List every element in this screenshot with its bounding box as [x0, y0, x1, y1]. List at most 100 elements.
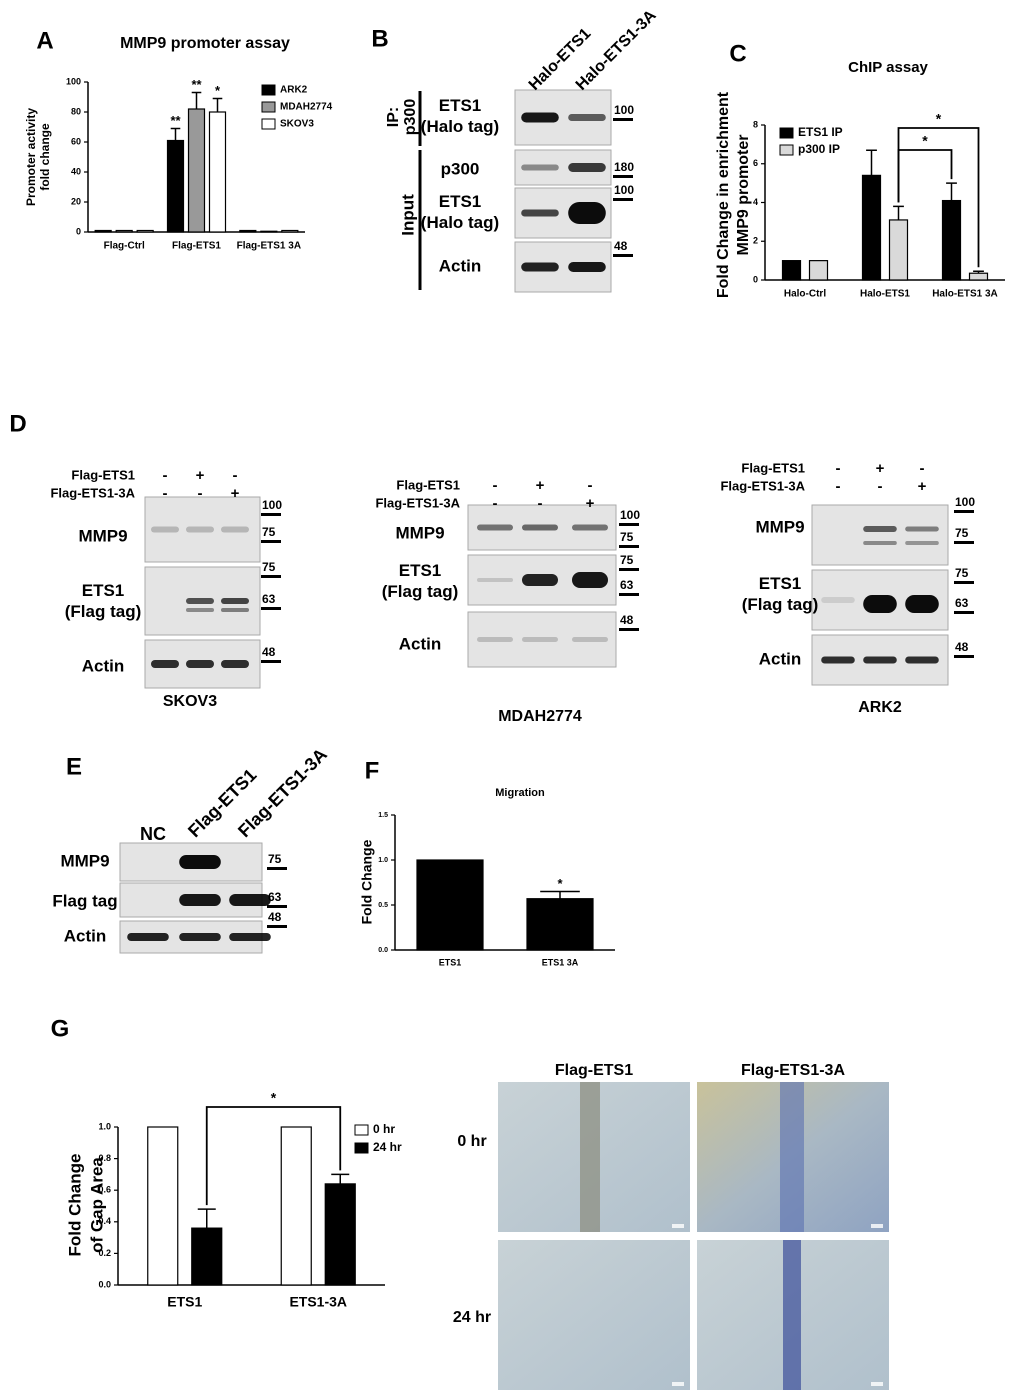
blot-band: [905, 595, 939, 613]
blot-band: [477, 524, 513, 531]
bar: [968, 272, 989, 281]
marker-label: 75: [262, 560, 276, 574]
error-bar: [331, 1173, 350, 1184]
group-label: IP:: [385, 107, 402, 127]
treatment-sign: -: [538, 495, 543, 512]
blot-band: [568, 262, 606, 272]
marker-bar: [619, 545, 639, 548]
blot-band: [477, 578, 513, 582]
marker-label: 48: [614, 239, 628, 253]
significance-mark: *: [271, 1090, 277, 1106]
bar: [526, 898, 594, 951]
scratch-gap: [580, 1082, 600, 1232]
row-label: Flag tag: [52, 891, 117, 910]
marker-bar: [261, 607, 281, 610]
significance-mark: *: [557, 876, 563, 891]
marker-label: 48: [955, 640, 969, 654]
blot-band: [229, 933, 271, 941]
blot-band: [186, 598, 214, 604]
blot-band: [821, 597, 855, 603]
bar: [115, 229, 133, 233]
scale-bar: [672, 1382, 684, 1386]
blot-band: [151, 660, 179, 668]
marker-bar: [267, 867, 287, 870]
error-bar: [540, 890, 580, 899]
marker-bar: [954, 510, 974, 513]
marker-bar: [954, 611, 974, 614]
y-axis-label: of Gap Area: [87, 1157, 106, 1253]
lane-label: Halo-ETS1-3A: [573, 7, 660, 94]
blot-band: [568, 114, 606, 121]
blot-band: [229, 894, 271, 906]
y-tick-label: 6: [753, 158, 758, 168]
bar: [187, 108, 206, 233]
legend-label: 0 hr: [373, 1122, 395, 1136]
cell-line-label: SKOV3: [163, 693, 217, 710]
x-tick-label: ETS1-3A: [289, 1294, 347, 1310]
treatment-label: Flag-ETS1-3A: [720, 478, 805, 493]
y-tick-label: 0.0: [378, 947, 388, 954]
chart-title: ChIP assay: [848, 59, 928, 76]
marker-label: 180: [614, 160, 634, 174]
marker-label: 63: [620, 578, 634, 592]
marker-bar: [261, 540, 281, 543]
row-label: p300: [441, 159, 480, 178]
image-row-label: 24 hr: [453, 1309, 491, 1326]
y-tick-label: 0.0: [98, 1279, 111, 1289]
treatment-sign: +: [918, 478, 927, 495]
y-tick-label: 100: [66, 76, 81, 86]
bar: [208, 111, 227, 233]
x-tick-label: Flag-ETS1: [172, 241, 221, 252]
x-tick-label: ETS1 3A: [542, 957, 579, 967]
significance-mark: **: [170, 113, 181, 128]
row-label: ETS1: [439, 192, 482, 211]
marker-bar: [619, 593, 639, 596]
marker-bar: [954, 581, 974, 584]
bar: [166, 139, 185, 233]
row-label: (Flag tag): [742, 595, 819, 614]
legend-label: p300 IP: [798, 142, 840, 156]
row-label: MMP9: [60, 851, 109, 870]
bar: [941, 199, 962, 281]
treatment-sign: -: [878, 478, 883, 495]
y-tick-label: 60: [71, 136, 81, 146]
error-bar: [212, 97, 223, 112]
image-column-label: Flag-ETS1: [555, 1062, 633, 1079]
row-label: ETS1: [439, 96, 482, 115]
treatment-sign: -: [588, 477, 593, 494]
marker-label: 75: [955, 526, 969, 540]
bar: [861, 174, 882, 281]
row-label: MMP9: [78, 526, 127, 545]
legend-swatch: [354, 1124, 369, 1136]
panel-label: G: [51, 1015, 70, 1042]
y-tick-label: 40: [71, 166, 81, 176]
blot-band: [521, 112, 559, 123]
marker-bar: [954, 541, 974, 544]
treatment-sign: +: [586, 495, 595, 512]
legend-label: MDAH2774: [280, 102, 333, 113]
blot-band: [572, 524, 608, 531]
blot-row: [144, 496, 261, 563]
x-tick-label: ETS1: [439, 957, 462, 967]
blot-band: [522, 524, 558, 531]
error-bar: [973, 270, 984, 274]
error-bar: [866, 149, 877, 176]
blot-band: [221, 526, 249, 533]
blot-band: [179, 933, 221, 941]
y-tick-label: 1.5: [378, 812, 388, 819]
treatment-label: Flag-ETS1: [396, 477, 460, 492]
x-tick-label: Halo-Ctrl: [784, 289, 826, 300]
lane-label: Flag-ETS1-3A: [234, 744, 331, 841]
blot-band: [221, 660, 249, 668]
row-label: (Flag tag): [65, 602, 142, 621]
marker-label: 100: [620, 508, 640, 522]
marker-bar: [267, 905, 287, 908]
marker-bar: [267, 925, 287, 928]
treatment-sign: -: [836, 478, 841, 495]
marker-bar: [619, 628, 639, 631]
row-label: (Flag tag): [382, 582, 459, 601]
treatment-sign: -: [920, 460, 925, 477]
image-row-label: 0 hr: [457, 1133, 486, 1150]
legend-label: ETS1 IP: [798, 125, 843, 139]
treatment-label: Flag-ETS1: [71, 467, 135, 482]
